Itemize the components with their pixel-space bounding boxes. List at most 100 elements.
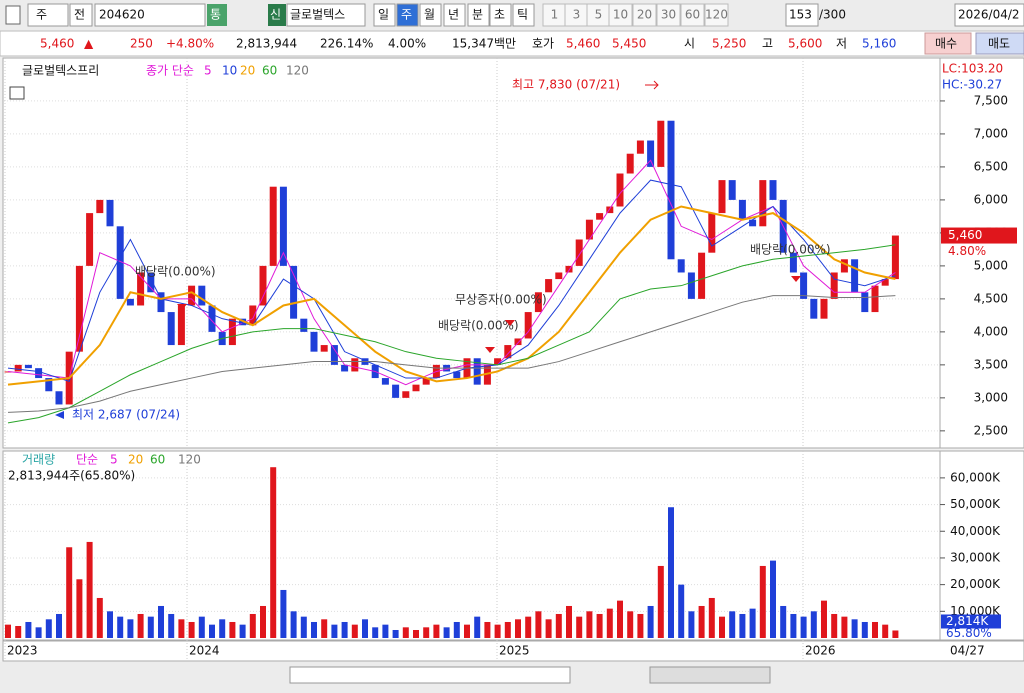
x-tick-label: 2025 xyxy=(499,644,530,658)
candle xyxy=(494,358,502,365)
icon[interactable] xyxy=(5,5,21,25)
candle xyxy=(167,312,175,346)
volume-bar xyxy=(719,616,725,638)
market-select[interactable] xyxy=(27,3,69,27)
scroll-track[interactable] xyxy=(289,666,571,684)
code: 204620 xyxy=(99,8,145,22)
annotation: 배당락(0.00%) xyxy=(438,319,519,333)
volume-bar xyxy=(168,613,175,638)
volume-bar xyxy=(382,624,389,638)
bid: 5,450 xyxy=(612,37,646,51)
volume-bar xyxy=(698,605,705,638)
volume-bar xyxy=(606,608,613,638)
period-button[interactable] xyxy=(396,3,419,27)
span: 10 xyxy=(613,8,628,22)
volume-bar xyxy=(300,616,307,638)
candle xyxy=(14,364,22,372)
candle xyxy=(402,391,410,398)
volume-bar xyxy=(627,611,634,638)
scroll-thumb[interactable] xyxy=(649,666,771,684)
span-button[interactable] xyxy=(632,3,657,27)
legend-entry: 5 xyxy=(204,64,212,78)
hoga: 호가 xyxy=(532,37,554,51)
volume-bar xyxy=(219,619,226,638)
code-input[interactable] xyxy=(94,3,206,27)
volume-bar xyxy=(443,627,450,638)
count-box[interactable] xyxy=(785,3,819,27)
sell-button[interactable] xyxy=(975,32,1024,55)
volume-bar xyxy=(688,611,695,638)
t1-button[interactable] xyxy=(207,4,227,26)
candle xyxy=(381,378,389,385)
legend-head: 종가 단순 xyxy=(146,64,194,78)
span-button[interactable] xyxy=(608,3,633,27)
period-button[interactable] xyxy=(419,3,442,27)
volume-bar xyxy=(708,597,715,638)
y-tick-label: 4,000 xyxy=(974,324,1008,338)
period-button[interactable] xyxy=(512,3,535,27)
buy-button[interactable] xyxy=(924,32,972,55)
high: 5,600 xyxy=(788,37,822,51)
table-icon[interactable] xyxy=(9,86,25,100)
candle xyxy=(657,120,665,167)
t1: 통 xyxy=(210,8,221,22)
low-label: 저 xyxy=(836,37,847,51)
candle xyxy=(290,265,298,319)
candle xyxy=(759,180,767,227)
open: 5,250 xyxy=(712,37,746,51)
volume-bar xyxy=(678,584,685,638)
period: 년 xyxy=(448,8,459,22)
prev: 전 xyxy=(74,8,85,22)
volume-bar xyxy=(107,611,113,638)
arrow xyxy=(645,80,659,90)
volume-bar xyxy=(841,616,848,638)
candle xyxy=(840,259,848,273)
candle xyxy=(616,173,624,207)
span-button[interactable] xyxy=(656,3,681,27)
volume-bar xyxy=(484,621,491,638)
x-end-label: 04/27 xyxy=(950,644,985,658)
sell: 매도 xyxy=(988,37,1010,51)
price-axis xyxy=(939,57,1024,449)
candle xyxy=(126,298,134,306)
open-label: 시 xyxy=(684,37,695,51)
amount: 15,347백만 xyxy=(452,37,516,51)
period: 주 xyxy=(401,8,412,22)
volume-bar xyxy=(402,627,409,638)
volume-bar xyxy=(249,613,256,638)
candle xyxy=(412,384,420,392)
prev-button[interactable] xyxy=(69,3,93,27)
annotation: 최고 7,830 (07/21) xyxy=(512,78,620,92)
date-box[interactable] xyxy=(954,3,1024,27)
candle xyxy=(96,199,104,214)
stock-name: 글로벌텍스 xyxy=(290,8,345,22)
candle xyxy=(698,252,706,299)
candle xyxy=(453,371,461,379)
candle xyxy=(585,219,593,240)
candle xyxy=(861,292,869,313)
candle xyxy=(749,219,757,227)
volume-bar xyxy=(392,629,399,638)
y-tick-label: 4,500 xyxy=(974,291,1008,305)
period-button[interactable] xyxy=(373,3,396,27)
y-tick-label: 6,000 xyxy=(974,192,1008,206)
volume-bar xyxy=(45,619,52,638)
volume-bar xyxy=(800,616,807,638)
span-button[interactable] xyxy=(704,3,729,27)
period-button[interactable] xyxy=(467,3,490,27)
ask: 5,460 xyxy=(566,37,600,51)
candle xyxy=(789,252,797,273)
candle xyxy=(351,358,359,372)
high-label: 고 xyxy=(762,37,773,51)
vol-ratio: 226.14% xyxy=(320,37,373,51)
buy: 매수 xyxy=(935,37,957,51)
date: 2026/04/2 xyxy=(958,8,1020,22)
legend-entry: 10 xyxy=(222,64,237,78)
span-button[interactable] xyxy=(680,3,705,27)
candle xyxy=(565,265,573,273)
t2-button[interactable] xyxy=(268,4,286,26)
turnover: 4.00% xyxy=(388,37,426,51)
volume-bar xyxy=(137,613,144,638)
period-button[interactable] xyxy=(489,3,512,27)
period-button[interactable] xyxy=(443,3,466,27)
